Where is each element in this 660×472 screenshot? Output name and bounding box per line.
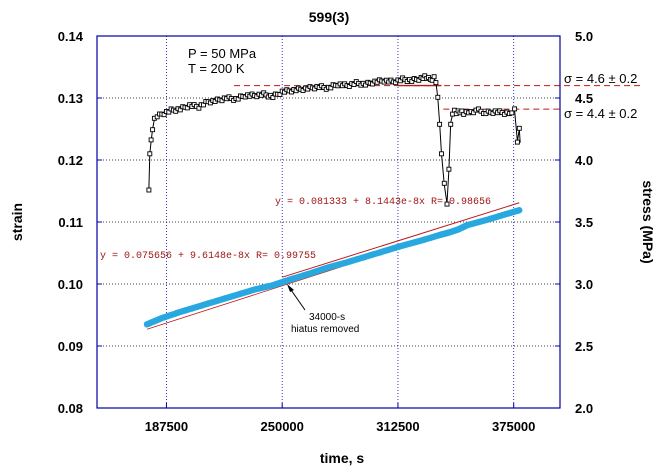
stress-point: [433, 80, 439, 86]
stress-point: [147, 151, 153, 157]
stress-level-label-low: σ = 4.4 ± 0.2: [564, 106, 637, 121]
right-axis-ticks: 2.0 2.5 3.0 3.5 4.0 4.5 5.0: [555, 29, 593, 416]
x-tick-label: 187500: [145, 419, 188, 434]
right-tick-label: 2.5: [575, 339, 593, 354]
right-tick-label: 3.0: [575, 277, 593, 292]
left-tick-label: 0.08: [58, 401, 83, 416]
x-axis-ticks: 187500 250000 312500 375000: [145, 403, 535, 434]
left-tick-label: 0.14: [58, 29, 84, 44]
stress-line: [148, 76, 521, 204]
stress-point: [516, 125, 522, 131]
stress-point: [437, 121, 443, 127]
left-axis-ticks: 0.08 0.09 0.10 0.11 0.12 0.13 0.14: [58, 29, 102, 416]
hiatus-annotation-line1: 34000-s: [309, 312, 345, 323]
stress-series: [146, 73, 522, 207]
left-tick-label: 0.09: [58, 339, 83, 354]
temperature-condition: T = 200 K: [188, 61, 245, 76]
stress-point: [514, 139, 520, 145]
stress-point: [461, 111, 467, 117]
fit-label-strain: y = 0.075656 + 9.6148e-8x R= 0.99755: [100, 251, 316, 262]
strain-series: [143, 207, 523, 328]
grid: [97, 36, 560, 408]
fit-label-upper: y = 0.081333 + 8.1443e-8x R= 0.98656: [275, 197, 491, 208]
stress-point: [512, 106, 518, 112]
stress-point: [439, 151, 444, 157]
stress-point: [148, 137, 154, 143]
right-tick-label: 3.5: [575, 215, 593, 230]
left-tick-label: 0.10: [58, 277, 83, 292]
x-axis-title: time, s: [320, 450, 365, 466]
left-tick-label: 0.11: [58, 215, 83, 230]
stress-point: [146, 187, 152, 193]
stress-point: [150, 127, 156, 133]
right-tick-label: 5.0: [575, 29, 593, 44]
right-axis-title: stress (MPa): [640, 180, 656, 263]
stress-point: [435, 94, 441, 100]
hiatus-annotation-line2: hiatus removed: [291, 324, 359, 335]
left-axis-title: strain: [9, 203, 25, 241]
hiatus-arrow-head: [287, 284, 294, 292]
x-tick-label: 375000: [492, 419, 535, 434]
stress-point: [446, 166, 452, 172]
chart-title: 599(3): [309, 9, 349, 25]
x-tick-label: 312500: [376, 419, 419, 434]
left-tick-label: 0.13: [58, 91, 83, 106]
right-tick-label: 4.5: [575, 91, 593, 106]
stress-point: [509, 110, 515, 116]
x-tick-label: 250000: [261, 419, 304, 434]
right-tick-label: 4.0: [575, 153, 593, 168]
stress-point: [431, 74, 437, 80]
strain-point: [516, 207, 523, 214]
fit-line-upper: [282, 202, 520, 278]
pressure-condition: P = 50 MPa: [188, 46, 257, 61]
stress-level-label-high: σ = 4.6 ± 0.2: [564, 71, 637, 86]
stress-point: [448, 121, 454, 127]
stress-point: [444, 201, 450, 207]
left-tick-label: 0.12: [58, 153, 83, 168]
right-tick-label: 2.0: [575, 401, 593, 416]
stress-point: [441, 180, 447, 186]
